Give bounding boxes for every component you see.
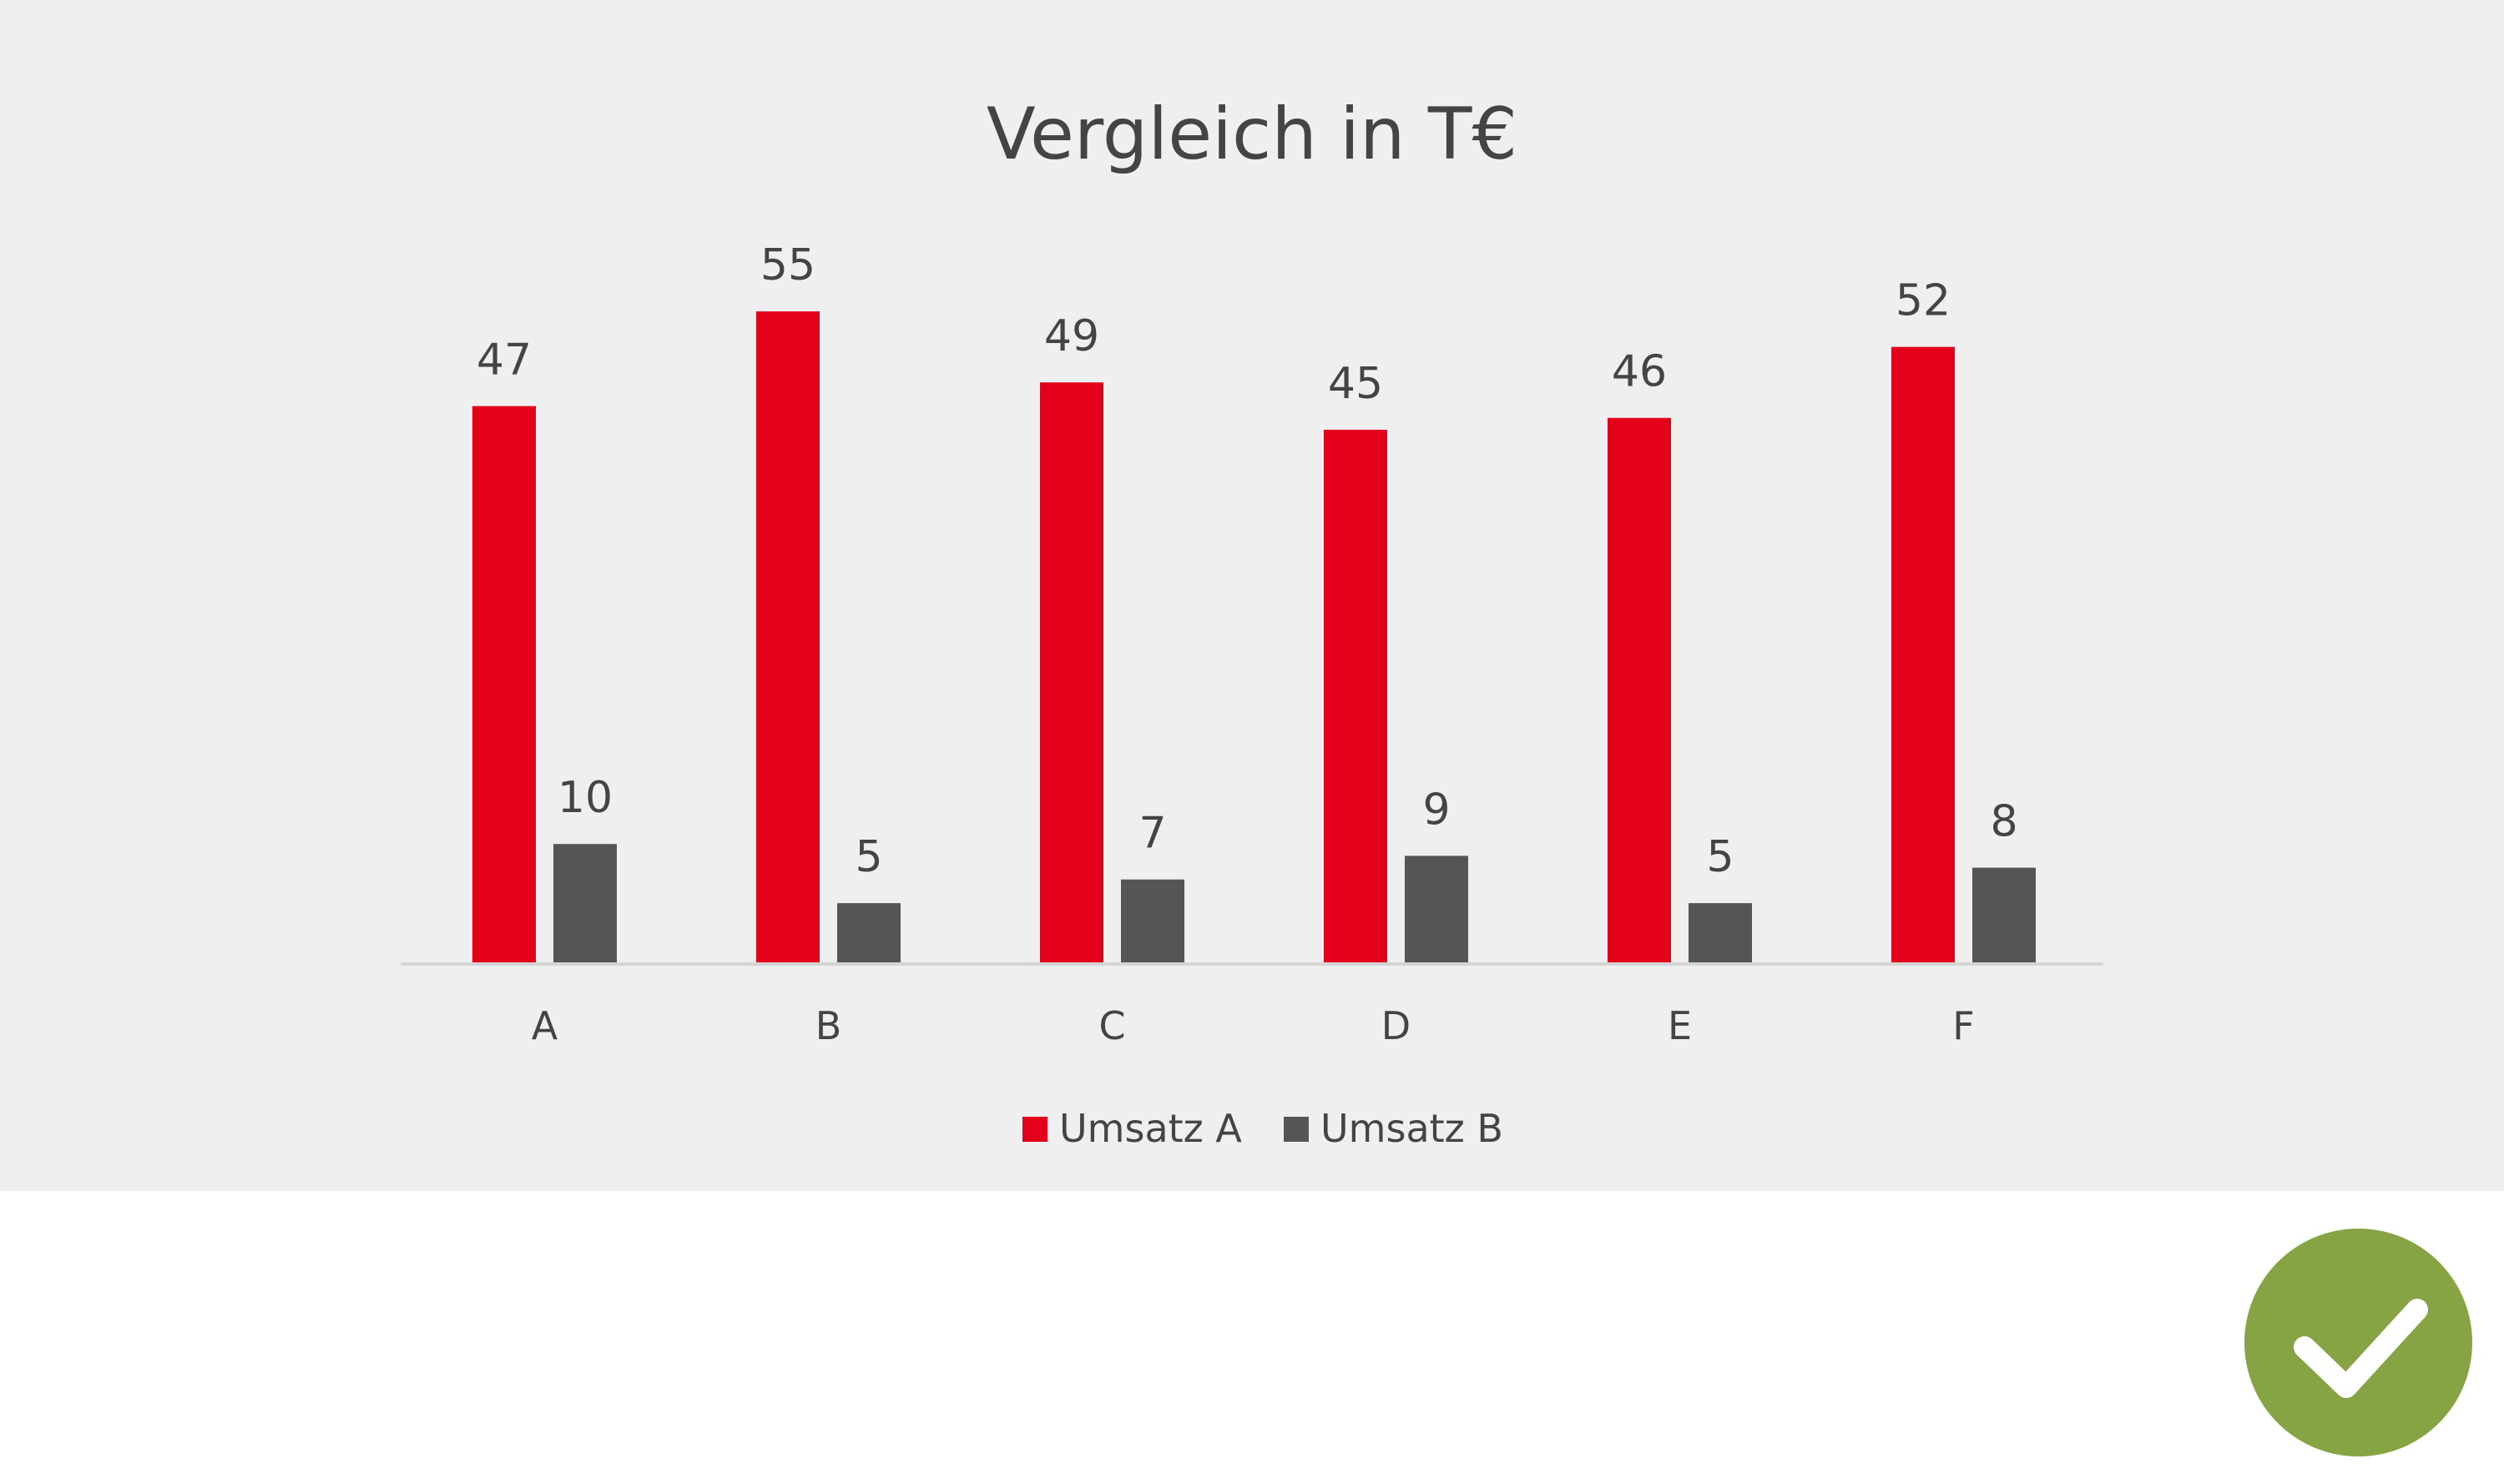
bar-umsatz-a-b	[756, 311, 820, 963]
legend-label: Umsatz A	[1059, 1106, 1242, 1151]
data-label: 10	[558, 773, 613, 823]
x-tick-labels: A B C D E F	[532, 1003, 1975, 1048]
chart-title: Vergleich in T€	[987, 93, 1517, 176]
data-label: 49	[1044, 311, 1099, 361]
legend-swatch	[1284, 1117, 1309, 1142]
check-icon	[2293, 1298, 2428, 1398]
bar-umsatz-a-a	[472, 406, 536, 962]
x-tick-label: F	[1952, 1003, 1974, 1048]
bar-umsatz-a-d	[1324, 429, 1387, 962]
data-label: 5	[855, 832, 882, 882]
data-label: 47	[477, 336, 532, 386]
bar-umsatz-a-e	[1608, 417, 1671, 963]
data-label: 52	[1896, 276, 1951, 326]
bar-umsatz-a-f	[1891, 346, 1955, 962]
data-label: 46	[1612, 347, 1667, 397]
legend-swatch	[1022, 1117, 1048, 1142]
legend: Umsatz A Umsatz B	[1022, 1106, 1503, 1151]
x-tick-label: D	[1381, 1003, 1411, 1048]
bar-umsatz-b-e	[1689, 903, 1752, 962]
data-label: 5	[1706, 832, 1734, 882]
check-badge	[2244, 1229, 2472, 1456]
data-label: 8	[1990, 797, 2017, 847]
data-label: 9	[1422, 785, 1450, 835]
data-label: 55	[760, 240, 815, 290]
bar-umsatz-b-d	[1405, 856, 1468, 962]
bar-umsatz-b-b	[837, 903, 901, 962]
bar-umsatz-b-a	[553, 844, 617, 962]
legend-label: Umsatz B	[1320, 1106, 1503, 1151]
x-tick-label: C	[1098, 1003, 1125, 1048]
x-tick-label: E	[1668, 1003, 1692, 1048]
x-tick-label: B	[815, 1003, 842, 1048]
bar-umsatz-b-c	[1121, 879, 1184, 962]
data-label: 7	[1138, 809, 1166, 859]
bar-umsatz-b-f	[1972, 867, 2036, 962]
x-tick-label: A	[532, 1003, 558, 1048]
bars-layer	[472, 311, 2036, 963]
bar-umsatz-a-c	[1040, 382, 1103, 962]
data-label: 45	[1328, 359, 1383, 409]
